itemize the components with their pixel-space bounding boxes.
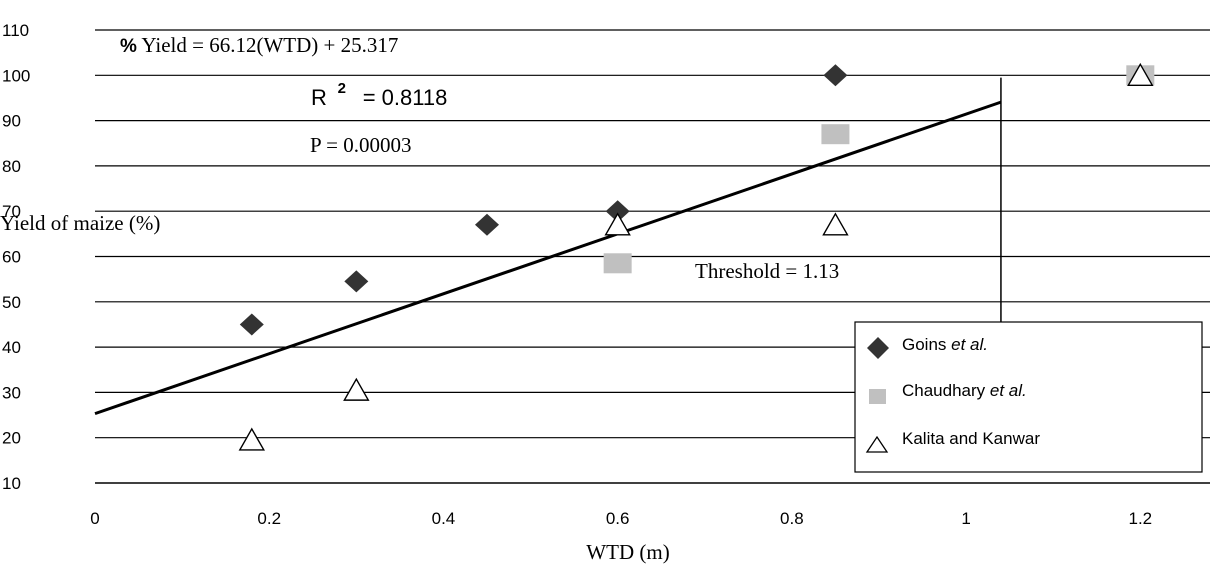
p-value-text: P = 0.00003 xyxy=(310,133,412,157)
y-tick-label: 30 xyxy=(2,383,21,402)
threshold-label: Threshold = 1.13 xyxy=(695,259,839,283)
y-tick-label: 60 xyxy=(2,248,21,267)
legend-label-chaudhary: Chaudhary et al. xyxy=(902,381,1027,400)
legend-label-goins: Goins et al. xyxy=(902,335,988,354)
legend-label-kalita: Kalita and Kanwar xyxy=(902,429,1040,448)
regression-line xyxy=(94,100,1002,416)
x-tick-label: 1 xyxy=(961,509,970,528)
x-axis-label: WTD (m) xyxy=(586,540,669,564)
x-tick-label: 0.4 xyxy=(432,509,456,528)
legend-item-kalita: Kalita and Kanwar xyxy=(865,429,1040,453)
y-tick-label: 100 xyxy=(2,66,30,85)
point-goins xyxy=(239,313,264,336)
y-tick-label: 10 xyxy=(2,474,21,493)
y-tick-labels: 10 20 30 40 50 60 70 80 90 100 110 xyxy=(2,21,30,493)
grid-lines xyxy=(95,29,1210,439)
x-tick-label: 0.8 xyxy=(780,509,804,528)
point-chaudhary xyxy=(821,124,850,145)
y-tick-label: 40 xyxy=(2,338,21,357)
y-axis-label: Yield of maize (%) xyxy=(0,211,160,235)
point-kalita xyxy=(343,377,370,401)
y-tick-label: 70 xyxy=(2,202,21,221)
point-kalita xyxy=(604,212,631,236)
x-tick-labels: 0 0.2 0.4 0.6 0.8 1 1.2 xyxy=(90,509,1152,528)
point-goins xyxy=(605,200,630,223)
y-tick-label: 20 xyxy=(2,429,21,448)
point-chaudhary xyxy=(603,253,632,274)
point-goins xyxy=(474,213,499,236)
y-tick-label: 90 xyxy=(2,112,21,131)
y-tick-label: 80 xyxy=(2,157,21,176)
x-tick-label: 0 xyxy=(90,509,99,528)
r-squared-superscript: 2 xyxy=(338,80,346,97)
legend-item-goins: Goins et al. xyxy=(867,335,988,359)
equation-text: % Yield = 66.12(WTD) + 25.317 xyxy=(120,33,398,57)
x-tick-label: 1.2 xyxy=(1128,509,1152,528)
point-kalita xyxy=(1127,62,1154,87)
r-squared-value: = 0.8118 xyxy=(363,85,448,110)
point-goins xyxy=(823,64,848,87)
y-tick-label: 110 xyxy=(2,21,29,40)
point-kalita xyxy=(822,212,849,236)
equation-body: Yield = 66.12(WTD) + 25.317 xyxy=(137,33,398,57)
r-squared-label: R xyxy=(311,85,327,110)
point-goins xyxy=(344,270,369,293)
x-tick-label: 0.6 xyxy=(606,509,630,528)
legend-box xyxy=(854,321,1203,473)
legend-marker-triangle xyxy=(865,435,889,453)
equation-percent: % xyxy=(120,36,137,57)
legend: Goins et al. Chaudhary et al. Kalita and… xyxy=(854,321,1203,473)
legend-marker-square xyxy=(869,389,886,404)
x-tick-label: 0.2 xyxy=(257,509,281,528)
y-tick-label: 50 xyxy=(2,293,21,312)
point-kalita xyxy=(238,427,266,451)
r-squared-text: R 2 = 0.8118 xyxy=(311,78,447,110)
legend-marker-diamond xyxy=(867,337,889,359)
data-points xyxy=(238,62,1155,451)
legend-item-chaudhary: Chaudhary et al. xyxy=(869,381,1027,404)
